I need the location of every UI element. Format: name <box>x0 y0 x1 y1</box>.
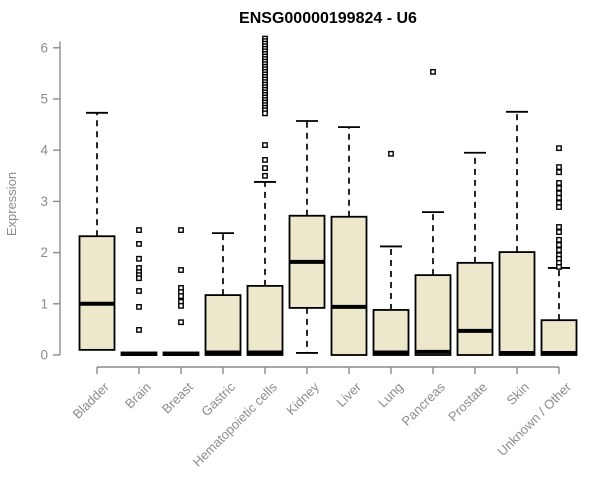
outlier-hematopoietic-cells <box>262 172 268 179</box>
outlier-unknown-other <box>556 247 562 253</box>
outlier-unknown-other <box>556 185 562 191</box>
outlier-breast <box>178 267 184 273</box>
outlier-unknown-other <box>556 169 562 176</box>
outlier-unknown-other <box>556 224 562 230</box>
outlier-unknown-other <box>556 204 562 210</box>
x-tick-label-gastric: Gastric <box>198 379 238 419</box>
outlier-hematopoietic-cells <box>262 165 268 172</box>
x-tick-label-pancreas: Pancreas <box>399 379 449 429</box>
x-tick-label-bladder: Bladder <box>70 379 113 422</box>
x-tick-label-unknown-other: Unknown / Other <box>494 379 574 459</box>
box-pancreas <box>414 274 452 356</box>
outlier-hematopoietic-cells <box>262 142 268 148</box>
outlier-unknown-other <box>556 180 562 186</box>
outlier-breast <box>178 227 184 233</box>
box-prostate <box>456 261 494 356</box>
box-liver <box>330 215 368 356</box>
outlier-breast <box>178 293 184 300</box>
outlier-hematopoietic-cells <box>262 157 268 163</box>
box-gastric <box>204 294 242 356</box>
x-tick-label-brain: Brain <box>122 379 154 411</box>
y-axis-label: Expression <box>4 172 19 236</box>
outlier-unknown-other <box>556 164 562 170</box>
outlier-brain <box>136 275 142 282</box>
x-tick-label-prostate: Prostate <box>445 379 490 424</box>
outlier-unknown-other <box>556 264 562 270</box>
y-tick-label: 0 <box>40 348 48 363</box>
outlier-breast <box>178 319 184 326</box>
outlier-unknown-other <box>556 229 562 236</box>
outlier-unknown-other <box>556 194 562 201</box>
y-tick-label: 1 <box>40 296 48 311</box>
outlier-breast <box>178 302 184 309</box>
chart-title: ENSG00000199824 - U6 <box>239 10 417 27</box>
box-bladder <box>78 235 116 351</box>
outlier-pancreas <box>430 68 436 75</box>
outlier-unknown-other <box>556 236 562 243</box>
x-tick-label-lung: Lung <box>375 379 406 410</box>
x-tick-label-kidney: Kidney <box>283 379 322 418</box>
box-hematopoietic-cells <box>246 284 284 356</box>
y-tick-label: 5 <box>40 92 48 107</box>
box-lung <box>372 309 410 356</box>
outlier-hematopoietic-cells <box>262 110 268 117</box>
box-unknown-other <box>540 319 578 356</box>
outlier-brain <box>136 327 142 333</box>
x-tick-label-skin: Skin <box>503 379 531 407</box>
outlier-brain <box>136 227 142 233</box>
outlier-brain <box>136 255 142 262</box>
outlier-lung <box>388 150 394 157</box>
outlier-brain <box>136 240 142 247</box>
outlier-unknown-other <box>556 145 562 152</box>
y-tick-label: 3 <box>40 194 48 209</box>
x-tick-label-breast: Breast <box>159 379 196 416</box>
y-tick-label: 4 <box>40 143 48 158</box>
box-skin <box>498 251 536 356</box>
outlier-unknown-other <box>556 242 562 248</box>
x-tick-label-liver: Liver <box>333 379 364 410</box>
outlier-brain <box>136 288 142 294</box>
y-tick-label: 6 <box>40 40 48 55</box>
outlier-unknown-other <box>556 190 562 197</box>
outlier-brain <box>136 303 142 310</box>
y-tick-label: 2 <box>40 245 48 260</box>
